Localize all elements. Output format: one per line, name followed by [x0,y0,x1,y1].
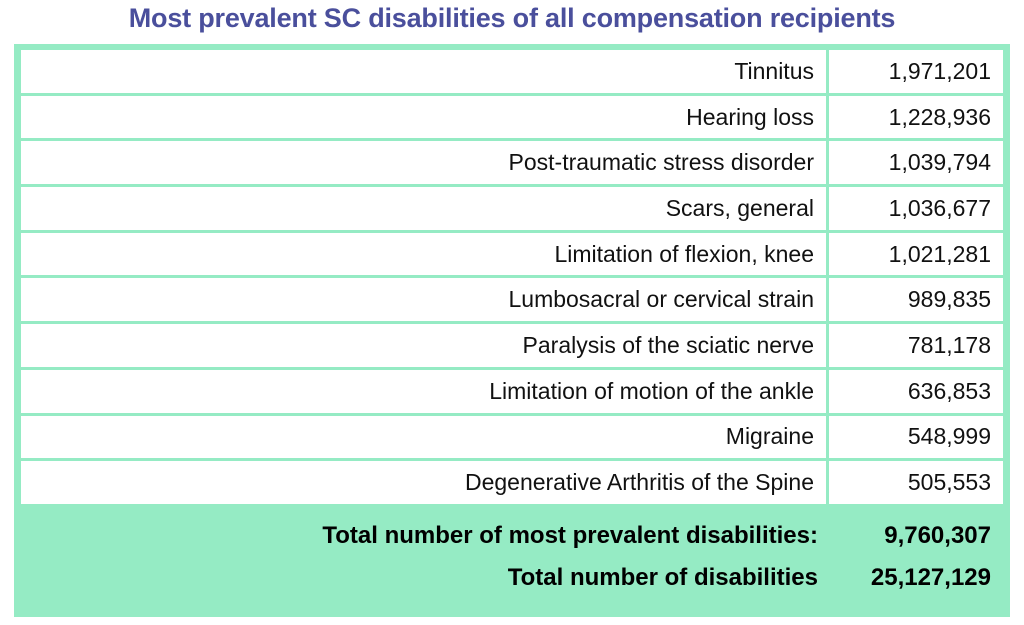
table-row: Migraine 548,999 [21,414,1003,462]
row-value: 1,228,936 [827,94,1003,142]
row-value: 1,036,677 [827,185,1003,233]
totals-section: Total number of most prevalent disabilit… [21,514,1003,598]
table-row: Post-traumatic stress disorder 1,039,794 [21,139,1003,188]
row-label: Post-traumatic stress disorder [21,139,829,188]
row-value: 1,039,794 [827,139,1003,188]
row-value: 505,553 [827,459,1003,507]
table-row: Scars, general 1,036,677 [21,185,1003,233]
total-all-row: Total number of disabilities 25,127,129 [21,556,1003,598]
disabilities-table: Tinnitus 1,971,201 Hearing loss 1,228,93… [14,44,1010,617]
row-value: 1,971,201 [827,50,1003,96]
table-row: Tinnitus 1,971,201 [21,50,1003,96]
row-value: 1,021,281 [827,231,1003,279]
row-value: 636,853 [827,368,1003,416]
row-label: Tinnitus [21,50,829,96]
row-value: 989,835 [827,276,1003,325]
row-value: 548,999 [827,414,1003,462]
table-row: Hearing loss 1,228,936 [21,94,1003,142]
row-label: Degenerative Arthritis of the Spine [21,459,829,507]
chart-title: Most prevalent SC disabilities of all co… [128,3,896,33]
table-row: Paralysis of the sciatic nerve 781,178 [21,322,1003,370]
table-row: Lumbosacral or cervical strain 989,835 [21,276,1003,325]
row-value: 781,178 [827,322,1003,370]
total-prevalent-row: Total number of most prevalent disabilit… [21,514,1003,556]
row-label: Scars, general [21,185,829,233]
row-label: Paralysis of the sciatic nerve [21,322,829,370]
table-row: Limitation of flexion, knee 1,021,281 [21,231,1003,279]
total-prevalent-value: 9,760,307 [884,522,991,549]
row-label: Limitation of motion of the ankle [21,368,829,416]
row-label: Hearing loss [21,94,829,142]
table-row: Limitation of motion of the ankle 636,85… [21,368,1003,416]
table-row: Degenerative Arthritis of the Spine 505,… [21,459,1003,507]
row-label: Lumbosacral or cervical strain [21,276,829,325]
total-prevalent-label: Total number of most prevalent disabilit… [322,522,818,549]
row-label: Migraine [21,414,829,462]
row-label: Limitation of flexion, knee [21,231,829,279]
disabilities-rows: Tinnitus 1,971,201 Hearing loss 1,228,93… [21,50,1003,507]
total-all-value: 25,127,129 [870,564,991,591]
total-all-label: Total number of disabilities [507,564,818,591]
